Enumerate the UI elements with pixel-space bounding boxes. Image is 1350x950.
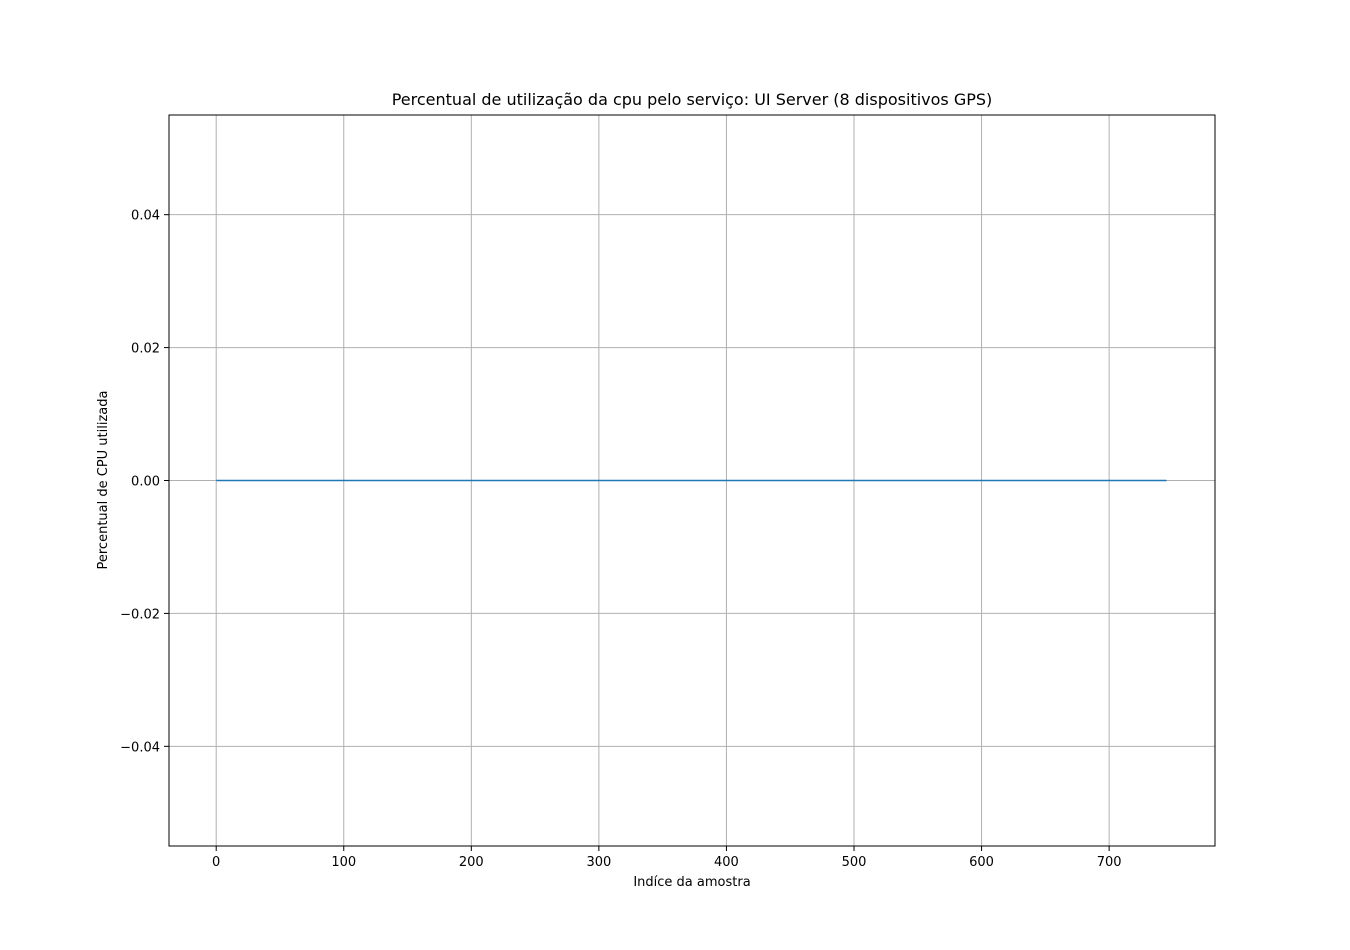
x-tick-label: 500 (842, 855, 867, 870)
y-tick-label: 0.04 (131, 209, 160, 224)
x-tick-label: 400 (714, 855, 739, 870)
y-tick-label: −0.02 (120, 607, 160, 622)
y-tick-label: 0.00 (131, 475, 160, 490)
y-tick-label: −0.04 (120, 740, 160, 755)
x-tick-label: 300 (586, 855, 611, 870)
x-tick-label: 600 (969, 855, 994, 870)
x-tick-label: 100 (331, 855, 356, 870)
x-tick-label: 700 (1097, 855, 1122, 870)
y-tick-label: 0.02 (131, 342, 160, 357)
y-axis-label: Percentual de CPU utilizada (96, 391, 111, 570)
chart-title: Percentual de utilização da cpu pelo ser… (392, 90, 993, 109)
x-tick-label: 0 (212, 855, 220, 870)
axis-ticks: 0 100 200 300 400 500 600 700 0.04 0.02 0.00 −0.02 −… (120, 209, 1121, 870)
x-tick-label: 200 (459, 855, 484, 870)
x-axis-label: Indíce da amostra (633, 875, 750, 890)
